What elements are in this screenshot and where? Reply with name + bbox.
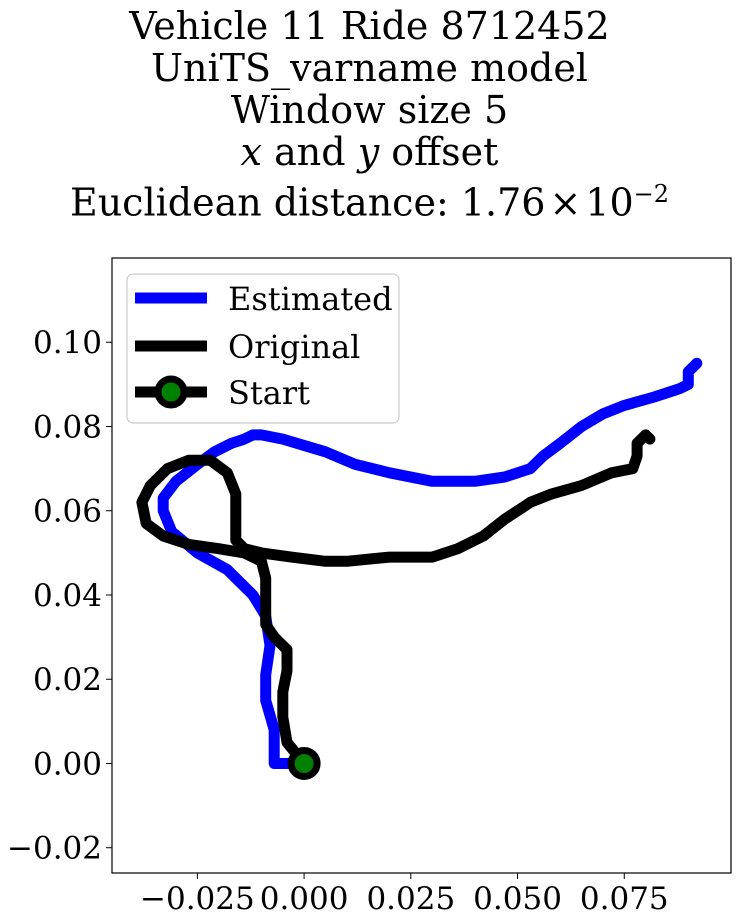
x-tick-label: −0.025 bbox=[140, 881, 255, 917]
title-line-5: Euclidean distance: 1.76 × 10−2 bbox=[0, 172, 739, 225]
legend-start-label: Start bbox=[228, 374, 310, 412]
title-x-var: x bbox=[240, 130, 263, 174]
title-and: and bbox=[262, 130, 358, 174]
title-offset: offset bbox=[379, 130, 499, 174]
title-distance-base: 10 bbox=[585, 180, 634, 225]
title-distance-times: × bbox=[549, 180, 582, 225]
x-tick-label: 0.075 bbox=[580, 881, 669, 917]
title-y-var: y bbox=[357, 130, 380, 174]
x-tick-label: 0.000 bbox=[260, 881, 349, 917]
title-distance-exponent: −2 bbox=[633, 180, 670, 208]
legend-box bbox=[126, 273, 400, 424]
y-tick-label: −0.02 bbox=[7, 831, 102, 867]
title-line-3: Window size 5 bbox=[230, 88, 509, 132]
y-tick-label: 0.02 bbox=[33, 662, 102, 698]
start-marker bbox=[287, 746, 321, 780]
series-lines bbox=[136, 357, 703, 780]
legend-estimated-label: Estimated bbox=[228, 280, 393, 318]
legend: Estimated Original Start bbox=[126, 273, 400, 424]
x-tick-label: 0.050 bbox=[473, 881, 562, 917]
title-line-4: x and y offset bbox=[0, 130, 739, 174]
y-tick-label: 0.08 bbox=[33, 409, 102, 445]
title-line-2: UniTS_varname model bbox=[151, 46, 588, 90]
title-distance-mantissa: 1.76 bbox=[460, 180, 546, 225]
y-tick-label: 0.04 bbox=[33, 578, 102, 614]
y-tick-label: 0.10 bbox=[33, 325, 102, 361]
axis-ticks: −0.025 0.000 0.025 0.050 0.075 −0.02 0.00 0.02 0… bbox=[7, 325, 669, 917]
y-tick-label: 0.00 bbox=[33, 746, 102, 782]
y-tick-label: 0.06 bbox=[33, 494, 102, 530]
plot-frame bbox=[111, 257, 732, 874]
x-tick-label: 0.025 bbox=[366, 881, 455, 917]
series-line-original bbox=[136, 429, 656, 769]
title-line-1: Vehicle 11 Ride 8712452 bbox=[129, 4, 610, 48]
title-distance-prefix: Euclidean distance: bbox=[69, 180, 461, 225]
legend-original-label: Original bbox=[228, 328, 360, 366]
legend-start-marker bbox=[154, 375, 188, 409]
